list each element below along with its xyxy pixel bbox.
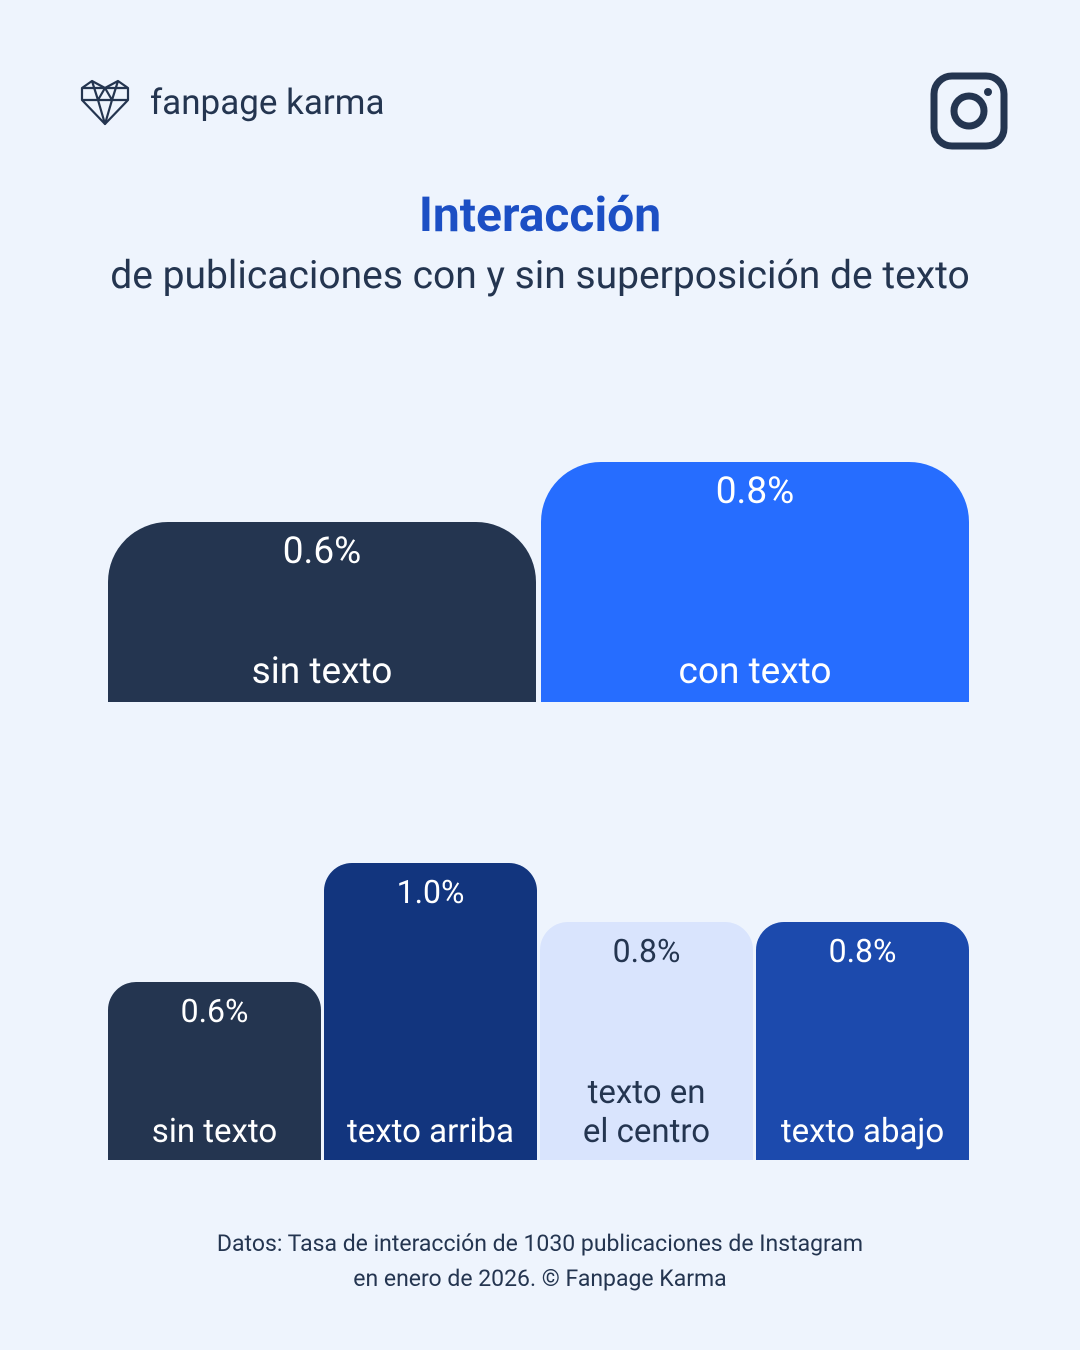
bar: 0.8% texto abajo — [756, 922, 969, 1160]
bar: 0.6% sin texto — [108, 981, 321, 1160]
brand-name: fanpage karma — [150, 82, 385, 123]
subtitle: de publicaciones con y sin superposición… — [110, 252, 970, 298]
category-label: texto abajo — [780, 1112, 945, 1152]
footer-line: en enero de 2026. © Fanpage Karma — [353, 1265, 727, 1292]
category-label: texto en el centro — [582, 1072, 711, 1152]
bar: 1.0% texto arriba — [324, 863, 537, 1160]
instagram-icon — [930, 72, 1008, 150]
footer-line: Datos: Tasa de interacción de 1030 publi… — [216, 1230, 864, 1257]
category-label: texto arriba — [347, 1112, 514, 1152]
value-label: 0.6% — [282, 530, 362, 573]
value-label: 0.8% — [828, 932, 897, 971]
value-label: 0.6% — [180, 991, 249, 1030]
category-label: sin texto — [251, 649, 393, 693]
bar: 0.8% texto en el centro — [540, 922, 753, 1160]
bar: 0.8% con texto — [541, 462, 969, 702]
brand-logo — [80, 79, 130, 126]
value-label: 0.8% — [612, 932, 681, 971]
category-label: sin texto — [151, 1112, 278, 1152]
title: Interacción — [418, 186, 662, 243]
category-label: con texto — [678, 649, 832, 693]
value-label: 1.0% — [396, 873, 465, 911]
bar: 0.6% sin texto — [108, 522, 536, 702]
value-label: 0.8% — [715, 470, 795, 513]
bar-chart: 0.6% sin texto 1.0% texto arriba 0.8% texto e… — [108, 760, 969, 1160]
bar-chart: 0.6% sin texto 0.8% con texto — [108, 302, 969, 702]
